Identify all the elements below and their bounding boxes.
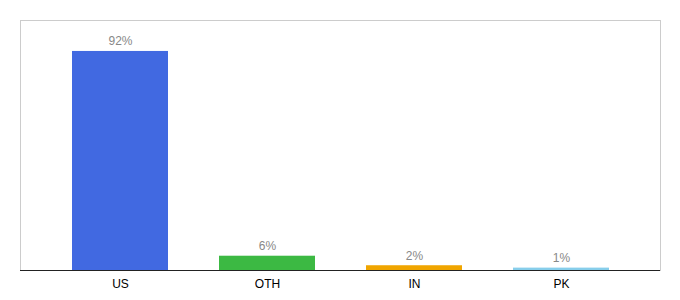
svg-text:1%: 1% <box>553 251 571 265</box>
svg-text:6%: 6% <box>259 239 277 253</box>
svg-text:OTH: OTH <box>255 277 280 291</box>
svg-text:92%: 92% <box>108 34 132 48</box>
svg-text:PK: PK <box>553 277 569 291</box>
svg-text:IN: IN <box>409 277 421 291</box>
svg-text:2%: 2% <box>406 249 424 263</box>
svg-text:US: US <box>112 277 129 291</box>
